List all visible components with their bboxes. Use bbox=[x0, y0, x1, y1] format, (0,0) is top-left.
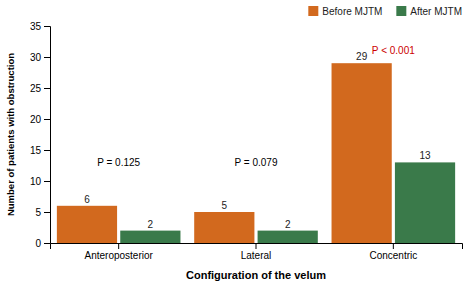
y-tick-label: 5 bbox=[35, 207, 41, 218]
annotation: P < 0.001 bbox=[372, 45, 415, 56]
y-tick-label: 0 bbox=[35, 238, 41, 249]
legend-swatch bbox=[308, 6, 318, 16]
x-tick-label: Lateral bbox=[241, 250, 272, 261]
bar bbox=[57, 206, 117, 243]
plot: 05101520253035AnteroposteriorLateralConc… bbox=[30, 21, 463, 261]
legend: Before MJTM After MJTM bbox=[308, 6, 462, 17]
y-tick-mark bbox=[44, 243, 50, 244]
legend-swatch bbox=[396, 6, 406, 16]
y-tick-label: 15 bbox=[30, 145, 42, 156]
y-tick-mark bbox=[44, 150, 50, 151]
bars bbox=[57, 63, 455, 243]
y-tick-mark bbox=[44, 119, 50, 120]
legend-item: After MJTM bbox=[396, 6, 462, 17]
data-label: 29 bbox=[356, 51, 368, 62]
y-tick: 25 bbox=[30, 83, 50, 94]
x-axis: Anteroposterior Lateral Concentric bbox=[51, 243, 463, 261]
x-axis-line bbox=[51, 244, 463, 250]
y-tick-label: 20 bbox=[30, 114, 42, 125]
y-tick-mark bbox=[44, 88, 50, 89]
bar bbox=[258, 231, 318, 243]
annotation: P = 0.125 bbox=[97, 157, 140, 168]
x-tick-label: Concentric bbox=[369, 250, 417, 261]
chart: 05101520253035AnteroposteriorLateralConc… bbox=[0, 0, 474, 287]
bar bbox=[120, 231, 180, 243]
x-tick: Concentric bbox=[369, 243, 417, 261]
y-tick: 30 bbox=[30, 52, 50, 63]
bar bbox=[332, 63, 392, 243]
data-label: 2 bbox=[285, 219, 291, 230]
y-tick: 20 bbox=[30, 114, 50, 125]
y-tick-label: 25 bbox=[30, 83, 42, 94]
legend-label: After MJTM bbox=[410, 6, 462, 17]
x-axis-title: Configuration of the velum bbox=[186, 269, 326, 281]
y-tick: 0 bbox=[35, 238, 50, 249]
annotation: P = 0.079 bbox=[235, 157, 278, 168]
annotations: P = 0.125 P = 0.079 P < 0.001 bbox=[97, 45, 415, 168]
bar bbox=[395, 162, 455, 243]
bar bbox=[194, 212, 254, 243]
legend-item: Before MJTM bbox=[308, 6, 382, 17]
y-tick: 35 bbox=[30, 21, 50, 32]
x-tick: Anteroposterior bbox=[84, 243, 153, 261]
legend-label: Before MJTM bbox=[322, 6, 382, 17]
x-tick: Lateral bbox=[241, 243, 272, 261]
y-tick-mark bbox=[44, 212, 50, 213]
y-axis: 0 5 10 15 20 25 30 35 bbox=[30, 21, 51, 249]
y-axis-line bbox=[44, 27, 51, 244]
y-tick-label: 35 bbox=[30, 21, 42, 32]
y-tick: 15 bbox=[30, 145, 50, 156]
y-tick: 5 bbox=[35, 207, 50, 218]
data-label: 5 bbox=[222, 200, 228, 211]
y-tick-mark bbox=[44, 26, 50, 27]
x-tick-mark bbox=[118, 243, 119, 249]
y-axis-title: Number of patients with obstruction bbox=[5, 53, 16, 216]
data-label: 2 bbox=[148, 219, 154, 230]
x-tick-mark bbox=[256, 243, 257, 249]
y-tick-label: 30 bbox=[30, 52, 42, 63]
x-tick-label: Anteroposterior bbox=[84, 250, 153, 261]
y-tick: 10 bbox=[30, 176, 50, 187]
y-tick-label: 10 bbox=[30, 176, 42, 187]
data-label: 13 bbox=[419, 150, 431, 161]
y-tick-mark bbox=[44, 181, 50, 182]
y-tick-mark bbox=[44, 57, 50, 58]
data-label: 6 bbox=[84, 194, 90, 205]
data-labels: 6 5 29 2 2 13 bbox=[84, 51, 431, 229]
x-tick-mark bbox=[393, 243, 394, 249]
